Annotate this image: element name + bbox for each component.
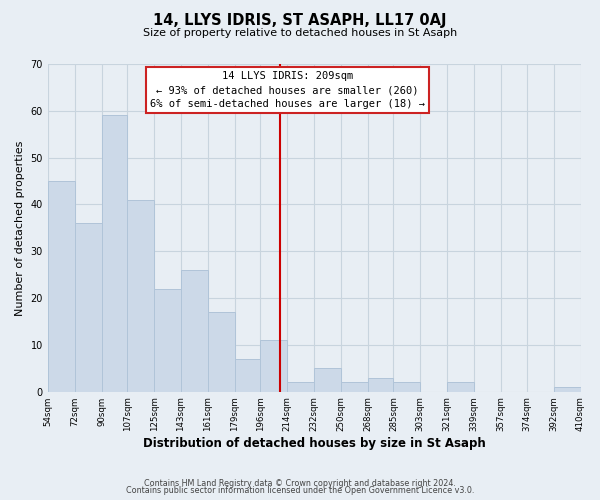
Bar bbox=[554, 387, 581, 392]
Bar bbox=[127, 200, 154, 392]
Bar bbox=[260, 340, 287, 392]
Bar bbox=[154, 288, 181, 392]
Text: Contains public sector information licensed under the Open Government Licence v3: Contains public sector information licen… bbox=[126, 486, 474, 495]
Bar bbox=[235, 359, 260, 392]
Text: Size of property relative to detached houses in St Asaph: Size of property relative to detached ho… bbox=[143, 28, 457, 38]
Bar bbox=[341, 382, 368, 392]
Bar bbox=[208, 312, 235, 392]
Bar bbox=[448, 382, 474, 392]
Text: Contains HM Land Registry data © Crown copyright and database right 2024.: Contains HM Land Registry data © Crown c… bbox=[144, 478, 456, 488]
Y-axis label: Number of detached properties: Number of detached properties bbox=[15, 140, 25, 316]
Text: 14 LLYS IDRIS: 209sqm
← 93% of detached houses are smaller (260)
6% of semi-deta: 14 LLYS IDRIS: 209sqm ← 93% of detached … bbox=[150, 71, 425, 109]
X-axis label: Distribution of detached houses by size in St Asaph: Distribution of detached houses by size … bbox=[143, 437, 485, 450]
Bar bbox=[101, 116, 127, 392]
Bar bbox=[287, 382, 314, 392]
Bar bbox=[394, 382, 421, 392]
Bar bbox=[48, 181, 75, 392]
Bar bbox=[75, 223, 101, 392]
Bar bbox=[314, 368, 341, 392]
Text: 14, LLYS IDRIS, ST ASAPH, LL17 0AJ: 14, LLYS IDRIS, ST ASAPH, LL17 0AJ bbox=[153, 12, 447, 28]
Bar bbox=[181, 270, 208, 392]
Bar bbox=[368, 378, 394, 392]
